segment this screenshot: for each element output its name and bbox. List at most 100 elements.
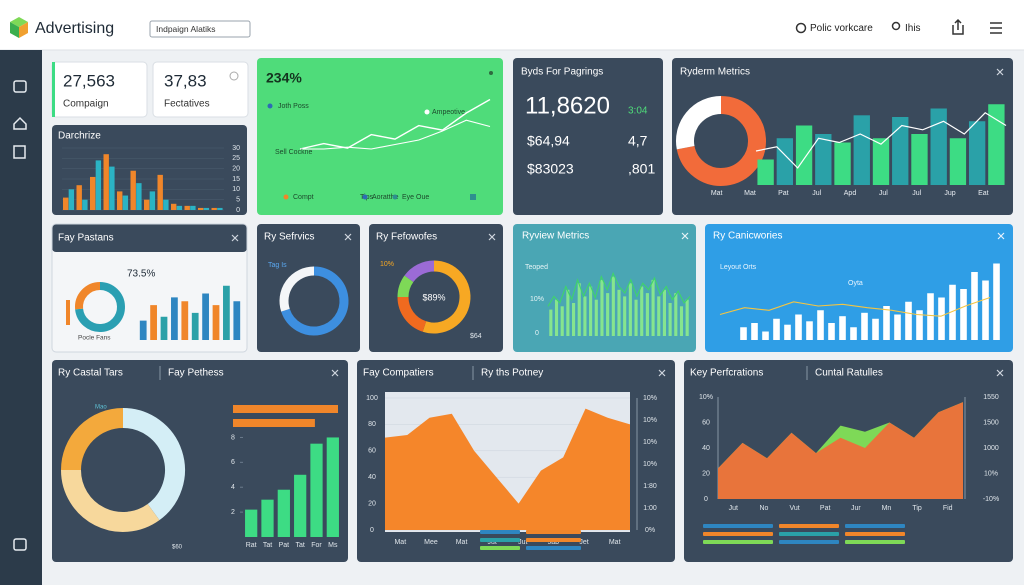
- bar: [911, 134, 928, 185]
- bar: [549, 309, 553, 336]
- legend-label: Compt: [293, 194, 314, 201]
- bar: [122, 195, 129, 210]
- row-value: $83023: [527, 161, 574, 177]
- icon-share[interactable]: [952, 18, 964, 35]
- bar: [139, 320, 147, 340]
- donut-segment: [61, 408, 124, 471]
- bar: [892, 117, 909, 185]
- bar: [191, 312, 199, 340]
- y-tick-label: 80: [368, 421, 376, 428]
- x-tick-label: Jut: [518, 539, 527, 546]
- y-tick-label: 6: [231, 459, 235, 466]
- bar: [583, 296, 587, 336]
- bar: [795, 125, 813, 185]
- sidebar-icon[interactable]: [13, 80, 27, 93]
- legend-bar: [480, 530, 520, 534]
- x-tick-label: Jut: [488, 539, 497, 546]
- bar: [679, 306, 684, 336]
- bar: [817, 310, 824, 340]
- close-icon[interactable]: [996, 68, 1004, 76]
- close-icon[interactable]: [344, 233, 352, 241]
- close-icon[interactable]: [488, 233, 496, 241]
- bar: [949, 284, 956, 340]
- donut-segment: [75, 282, 125, 332]
- icon-menu[interactable]: [990, 22, 1002, 34]
- bar: [566, 289, 570, 336]
- area: [718, 402, 963, 499]
- bar: [853, 115, 870, 185]
- y-tick-label: 10: [232, 186, 240, 193]
- close-icon[interactable]: [997, 232, 1005, 240]
- bar: [645, 293, 649, 336]
- card-title: Ry Sefrvics: [264, 232, 315, 243]
- bar: [261, 499, 274, 537]
- close-icon[interactable]: [996, 369, 1004, 377]
- y2-tick-label: 1:80: [643, 483, 657, 490]
- bar: [685, 299, 689, 336]
- bar: [623, 296, 627, 336]
- x-tick-label: Ms: [328, 542, 338, 549]
- sidebar-icon[interactable]: [13, 145, 26, 159]
- card: [705, 224, 1013, 352]
- bar: [160, 316, 168, 340]
- bar: [971, 272, 978, 340]
- sidebar-icon[interactable]: [13, 538, 27, 551]
- legend-bar: [845, 524, 905, 528]
- legend-bar: [845, 532, 905, 536]
- bar: [815, 134, 832, 185]
- legend-bar: [526, 546, 581, 550]
- bar-decor: [66, 300, 70, 325]
- donut-segment: [281, 266, 349, 336]
- bar: [157, 174, 163, 210]
- bar: [95, 160, 102, 210]
- icon-pin[interactable]: [891, 21, 901, 31]
- y-tick-label: 5: [236, 197, 240, 204]
- y-tick-label: 20: [232, 166, 240, 173]
- line: [300, 119, 491, 150]
- bar: [894, 314, 901, 340]
- kpi-value: 37,83: [164, 71, 207, 90]
- legend-bar: [779, 524, 839, 528]
- row-value: ,801: [628, 161, 655, 177]
- y2-tick-label: 10%: [643, 395, 657, 402]
- legend-bar: [703, 532, 773, 536]
- bar: [657, 296, 661, 336]
- annotation: Oyta: [848, 280, 863, 287]
- hbar: [233, 419, 315, 427]
- y-tick-label: 0: [704, 496, 708, 503]
- line: [547, 271, 691, 307]
- y2-tick-label: 1550: [983, 394, 999, 401]
- card-title: Fay Pethess: [168, 368, 224, 379]
- dropdown[interactable]: [149, 20, 251, 38]
- bar: [757, 159, 774, 185]
- donut-segment: [676, 96, 722, 150]
- bar: [68, 189, 75, 210]
- logo-right: [19, 22, 28, 38]
- legend-bar: [779, 540, 839, 544]
- bar: [117, 191, 123, 210]
- donut-segment: [122, 408, 185, 521]
- kpi-label: Compaign: [63, 99, 109, 110]
- bar: [217, 207, 223, 210]
- close-icon[interactable]: [231, 234, 239, 242]
- donut-segment: [75, 282, 101, 310]
- bar: [136, 183, 142, 210]
- legend-bar: [845, 540, 905, 544]
- sidebar: [0, 50, 42, 585]
- bar: [628, 283, 632, 336]
- bar: [163, 199, 169, 210]
- bar: [233, 301, 241, 340]
- x-tick-label: Mat: [744, 190, 756, 197]
- y-tick-label: 25: [232, 155, 240, 162]
- close-icon[interactable]: [681, 232, 689, 240]
- bar: [834, 142, 851, 185]
- x-tick-label: Mat: [394, 539, 406, 546]
- bar: [773, 318, 780, 340]
- icon-search[interactable]: [795, 22, 807, 34]
- close-icon[interactable]: [658, 369, 666, 377]
- line: [755, 112, 1007, 169]
- legend-dot: [392, 194, 398, 200]
- sidebar-icon[interactable]: [13, 116, 27, 130]
- close-icon[interactable]: [331, 369, 339, 377]
